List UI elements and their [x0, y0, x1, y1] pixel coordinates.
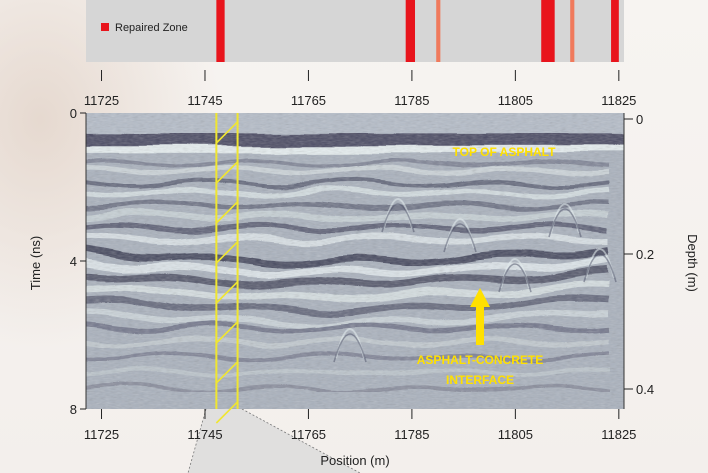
x-axis-position: 11725 11745 11765 11785 11805 11825 Position (…: [84, 409, 636, 468]
bottom-tick-label: 11805: [498, 427, 533, 442]
bottom-tick-label: 11785: [394, 427, 429, 442]
highlight-hatch: [215, 241, 239, 264]
repair-zone-0: [216, 0, 225, 62]
hyperbola-dark: [333, 333, 367, 363]
reflection-hyperbolas: [333, 198, 617, 363]
hyperbola-dark: [443, 223, 477, 253]
y-axis-depth: 0 0.2 0.4 Depth (m): [623, 112, 700, 409]
hyperbola-dark: [548, 208, 582, 238]
zoom-wedge: [188, 409, 360, 473]
highlight-hatch: [215, 321, 239, 344]
highlight-hatch: [215, 201, 239, 224]
repair-zone-1: [405, 0, 416, 62]
highlight-hatch: [215, 121, 239, 144]
hyperbola-dark: [498, 263, 532, 293]
right-tick-label: 0: [636, 112, 643, 127]
left-tick-label: 8: [70, 402, 77, 417]
radargram-annotations: TOP OF ASPHALT ASPHALT-CONCRETE INTERFACE: [417, 145, 556, 387]
y-axis-time-title: Time (ns): [28, 236, 43, 290]
annotation-top-of-asphalt: TOP OF ASPHALT: [453, 145, 557, 159]
radargram-noise: [86, 113, 624, 409]
strip-tick-label: 11765: [291, 93, 326, 108]
strip-legend: Repaired Zone: [101, 22, 188, 34]
legend-swatch: [101, 23, 109, 31]
strip-tick-label: 11805: [498, 93, 533, 108]
bottom-tick-label: 11725: [84, 427, 119, 442]
right-tick-label: 0.4: [636, 382, 654, 397]
strip-tick-label: 11745: [187, 93, 222, 108]
annotation-interface-line1: ASPHALT-CONCRETE: [417, 353, 543, 367]
strip-tick-label: 11785: [394, 93, 429, 108]
left-tick-label: 0: [70, 106, 77, 121]
x-axis-position-title: Position (m): [320, 453, 389, 468]
hyperbola-dark: [583, 253, 617, 283]
repair-strip: Repaired Zone 11725 11745 11765 11785 11805 1…: [84, 0, 636, 108]
strip-tick-label: 11725: [84, 93, 119, 108]
bottom-tick-label: 11765: [291, 427, 326, 442]
bottom-tick-label: 11745: [187, 427, 222, 442]
annotation-interface-line2: INTERFACE: [446, 373, 514, 387]
legend-label: Repaired Zone: [115, 22, 188, 34]
repair-zones: [216, 0, 619, 62]
highlight-hatch: [215, 161, 239, 184]
repair-zone-2: [436, 0, 441, 62]
highlight-hatch: [215, 281, 239, 304]
repaired-zone-highlight: [215, 113, 239, 424]
hyperbola-dark: [381, 203, 415, 233]
repair-strip-background: [86, 0, 624, 62]
y-axis-time: 0 4 8 Time (ns): [28, 106, 87, 417]
repair-zone-4: [570, 0, 575, 62]
strip-tick-label: 11825: [601, 93, 636, 108]
zoom-wedge-edge-left: [187, 408, 207, 473]
repair-zone-3: [541, 0, 555, 62]
repair-zone-5: [611, 0, 619, 62]
highlight-hatch: [215, 361, 239, 384]
y-axis-depth-title: Depth (m): [685, 234, 700, 292]
highlight-hatch: [215, 401, 239, 424]
bottom-tick-label: 11825: [601, 427, 636, 442]
right-tick-label: 0.2: [636, 247, 654, 262]
radargram: TOP OF ASPHALTASPHALT-CONCRETEINTERFACE …: [28, 106, 700, 468]
annotation-arrow: [470, 288, 490, 345]
strip-x-axis: 11725 11745 11765 11785 11805 11825: [84, 70, 636, 108]
left-tick-label: 4: [70, 254, 77, 269]
